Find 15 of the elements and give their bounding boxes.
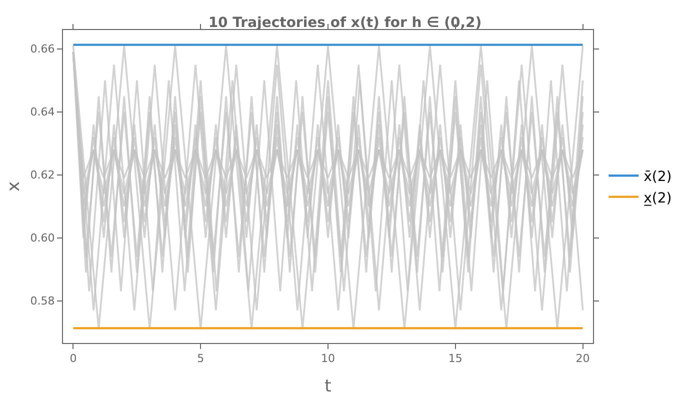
y-tick-label: 0.62	[30, 168, 55, 182]
x-tick-label: 0	[70, 352, 77, 366]
y-tick-label: 0.58	[30, 294, 55, 308]
y-tick-label: 0.60	[30, 232, 55, 245]
y-tick-label: 0.64	[30, 106, 55, 119]
x-tick-label: 15	[448, 352, 462, 366]
x-tick-label: 20	[576, 352, 590, 366]
x-tick-label: 10	[321, 352, 335, 366]
x-axis-title: t	[324, 376, 332, 397]
legend-label: x̲(2)	[643, 190, 672, 206]
chart-title: 10 Trajectories of x(t) for h ∈ (0,2)	[208, 14, 482, 31]
x-tick-label: 5	[197, 352, 204, 366]
y-axis-title: x	[4, 181, 24, 192]
legend-label: x̄(2)	[644, 169, 672, 186]
y-tick-label: 0.66	[30, 42, 55, 56]
